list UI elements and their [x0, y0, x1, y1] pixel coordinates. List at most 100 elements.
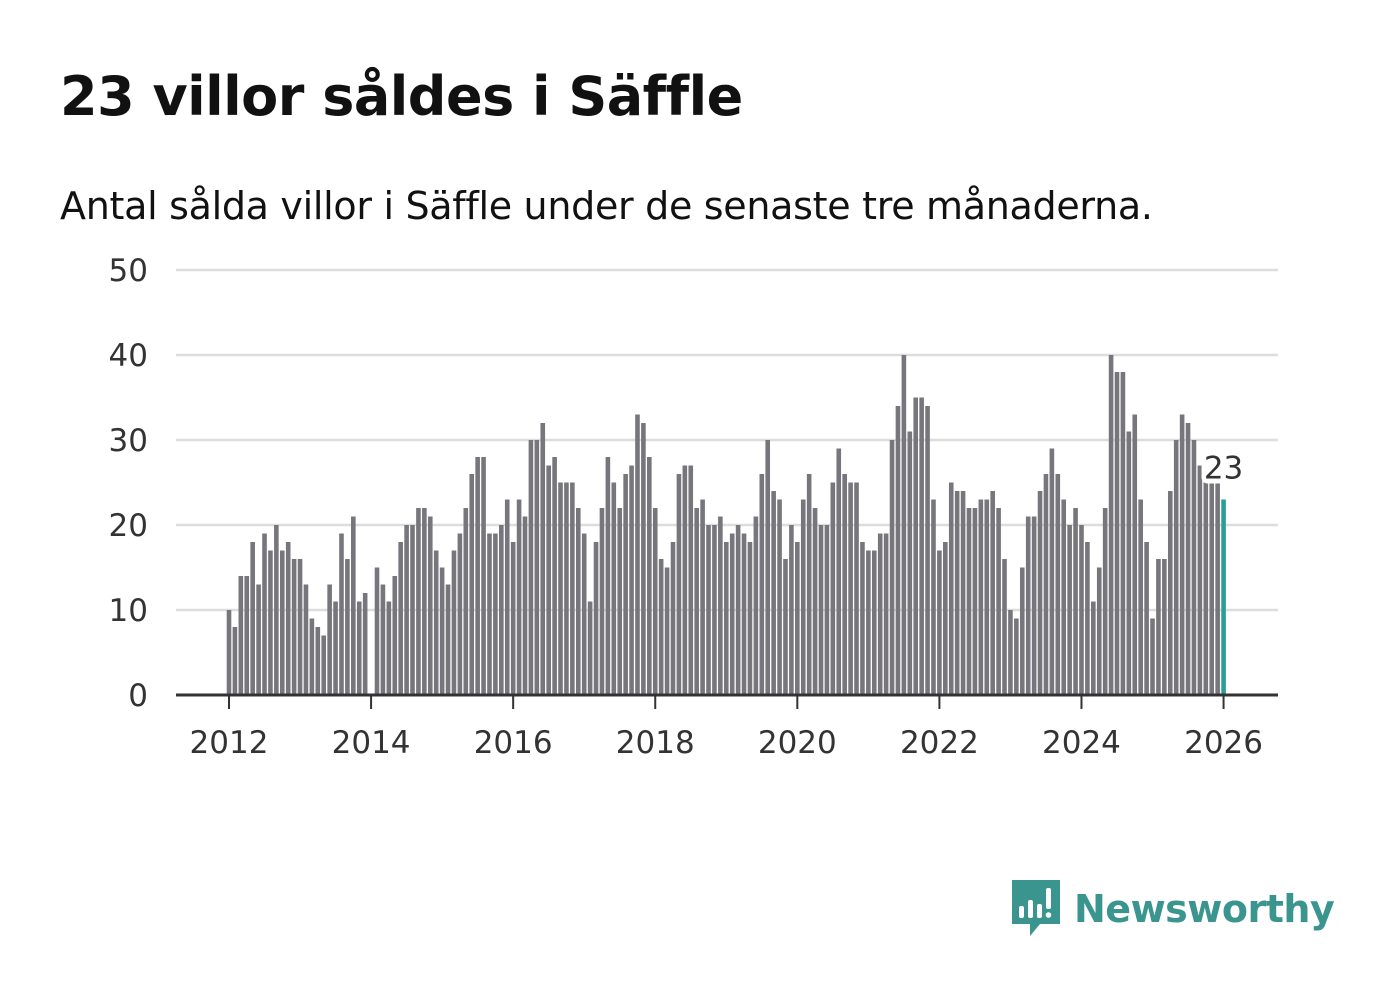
bar	[706, 525, 711, 695]
bar	[617, 508, 623, 695]
bar	[984, 499, 990, 695]
brand-logo[interactable]: Newsworthy	[1010, 878, 1335, 940]
bar	[854, 482, 859, 695]
bar	[564, 482, 569, 695]
bar	[386, 601, 392, 695]
bar	[771, 491, 776, 695]
bar	[652, 508, 658, 695]
bar	[913, 397, 919, 695]
y-tick-label: 0	[128, 678, 148, 714]
bar	[889, 440, 895, 695]
bar	[777, 499, 782, 695]
bar	[824, 525, 830, 695]
bar	[516, 499, 522, 695]
bar	[783, 559, 788, 695]
bar	[1197, 465, 1203, 695]
bar	[1209, 482, 1215, 695]
bar	[1173, 440, 1179, 695]
bar	[268, 550, 273, 695]
bar	[812, 508, 818, 695]
bar	[836, 448, 842, 695]
bar	[605, 457, 611, 695]
bar	[581, 533, 587, 695]
bar	[1085, 542, 1090, 695]
bar	[1138, 499, 1143, 695]
bar	[795, 542, 800, 695]
bar	[309, 618, 315, 695]
bar	[469, 474, 475, 695]
bar	[575, 508, 581, 695]
bar	[534, 440, 540, 695]
bar	[718, 516, 723, 695]
bar	[723, 542, 729, 695]
bar	[954, 491, 960, 695]
bar	[1150, 618, 1155, 695]
bar	[232, 627, 238, 695]
bar	[392, 576, 398, 695]
y-tick-label: 20	[109, 508, 148, 544]
bar	[978, 499, 984, 695]
newsworthy-logo-icon	[1012, 880, 1060, 936]
y-tick-label: 10	[109, 593, 148, 629]
bar	[1067, 525, 1072, 695]
bar	[735, 525, 741, 695]
bar	[398, 542, 403, 695]
bar	[907, 431, 913, 695]
bar	[522, 516, 528, 695]
bar	[1025, 516, 1031, 695]
bar	[333, 601, 338, 695]
bar	[1055, 474, 1061, 695]
bar	[925, 406, 930, 695]
bar	[765, 440, 771, 695]
bar	[789, 525, 794, 695]
bar	[960, 491, 966, 695]
bar	[919, 397, 924, 695]
bar	[901, 355, 907, 695]
bar	[404, 525, 409, 695]
bar	[830, 482, 836, 695]
bar	[558, 482, 563, 695]
bar	[694, 508, 699, 695]
bar	[475, 457, 480, 695]
bar	[1120, 372, 1126, 695]
bar	[362, 593, 368, 695]
bar	[842, 474, 847, 695]
bar	[321, 635, 327, 695]
bar	[504, 499, 510, 695]
x-tick-label: 2018	[616, 725, 695, 761]
bar	[226, 610, 232, 695]
bar	[546, 465, 551, 695]
bar	[570, 482, 575, 695]
bar	[931, 499, 936, 695]
bar	[895, 406, 901, 695]
bar	[966, 508, 972, 695]
bar	[1162, 559, 1167, 695]
bar	[238, 576, 244, 695]
bar	[635, 414, 640, 695]
bar	[688, 465, 694, 695]
bar	[1167, 491, 1173, 695]
bar	[729, 533, 735, 695]
bar	[1043, 474, 1049, 695]
bar	[1215, 482, 1220, 695]
bar	[351, 516, 356, 695]
bar	[948, 482, 954, 695]
bar	[647, 457, 652, 695]
bar	[937, 550, 942, 695]
bar	[593, 542, 599, 695]
highlight-value-label: 23	[1204, 451, 1243, 487]
bar	[1203, 482, 1209, 695]
bar	[1049, 448, 1055, 695]
bar	[1073, 508, 1078, 695]
bar	[1002, 559, 1007, 695]
bar	[747, 542, 753, 695]
bar	[712, 525, 717, 695]
bar	[1179, 414, 1185, 695]
bar	[753, 516, 759, 695]
bar	[866, 550, 871, 695]
bar	[1008, 610, 1013, 695]
bar	[587, 601, 593, 695]
bar	[676, 474, 682, 695]
bar	[262, 533, 267, 695]
